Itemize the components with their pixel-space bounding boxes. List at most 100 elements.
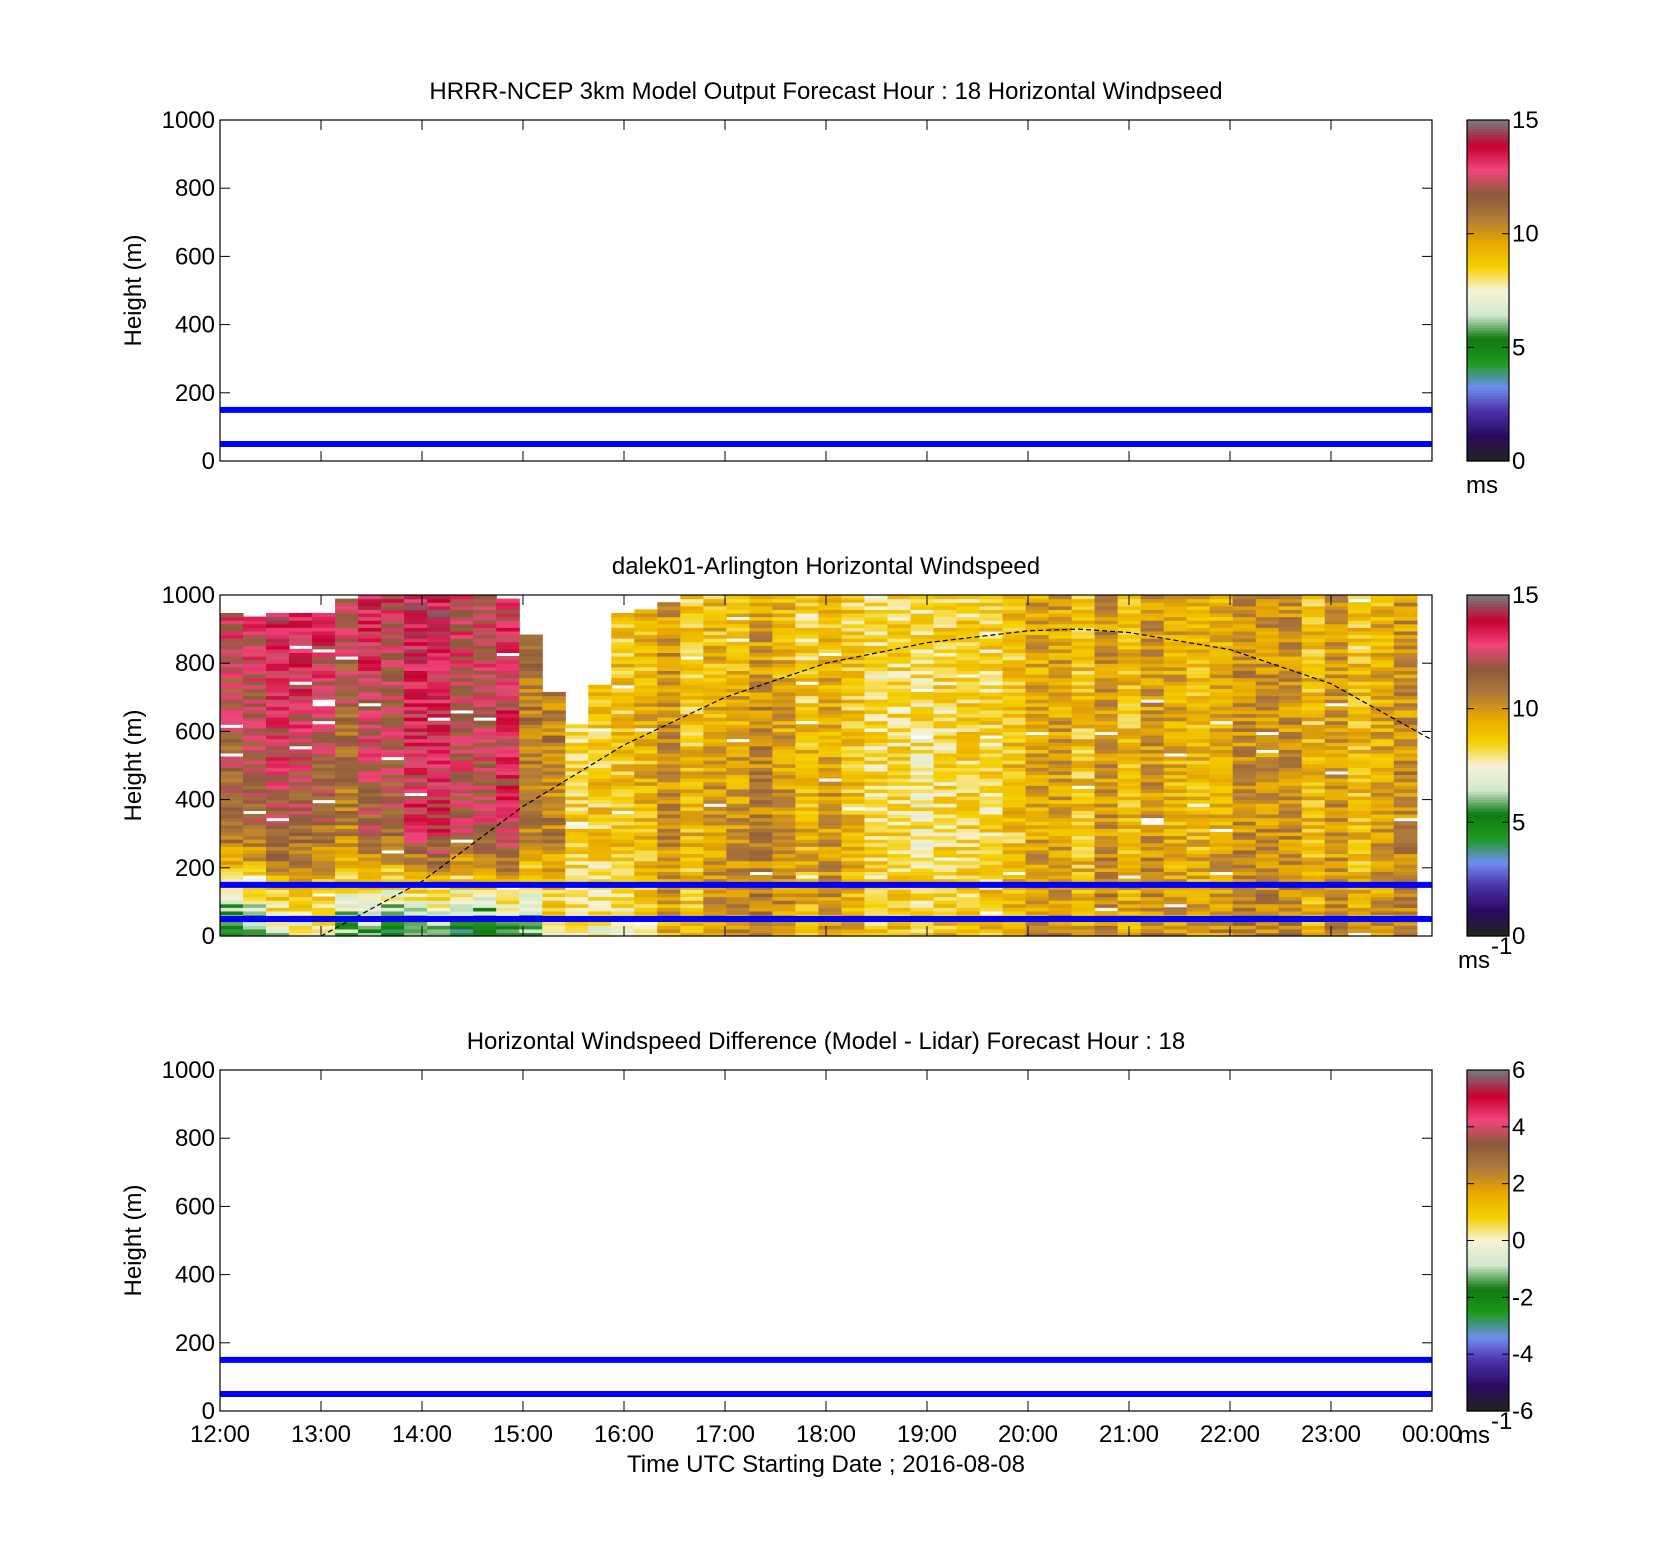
heatmap-cell [565,846,589,851]
heatmap-cell [1025,842,1050,847]
heatmap-cell [243,900,267,905]
heatmap-cell [1025,742,1050,747]
heatmap-cell [749,770,773,776]
heatmap-cell [657,774,681,779]
heatmap-cell [611,803,635,808]
heatmap-cell [289,907,313,912]
heatmap-cell [680,810,704,815]
heatmap-cell [542,774,566,779]
heatmap-cell [404,828,428,833]
heatmap-cell [381,867,405,872]
heatmap-cell [1002,612,1027,618]
heatmap-cell [887,774,912,779]
heatmap-cell [496,645,520,650]
heatmap-cell [266,925,290,930]
heatmap-cell [1071,752,1096,758]
heatmap-cell [841,907,866,912]
heatmap-cell [1094,612,1119,618]
heatmap-cell [1301,706,1326,711]
heatmap-cell [726,796,750,801]
colorbar-band [1467,145,1509,150]
heatmap-cell [795,623,820,628]
heatmap-cell [657,806,681,811]
heatmap-cell [335,813,359,819]
heatmap-cell [427,896,451,901]
heatmap-cell [933,666,958,671]
colorbar-band [1467,364,1509,368]
heatmap-cell [1140,656,1165,661]
heatmap-cell [1140,853,1165,858]
heatmap-cell [1255,846,1280,851]
heatmap-cell [289,727,313,732]
heatmap-cell [749,781,773,786]
heatmap-cell [1140,623,1165,628]
heatmap-cell [1025,810,1050,815]
heatmap-cell [1255,803,1280,808]
heatmap-cell [266,734,290,740]
heatmap-cell [1163,731,1188,736]
heatmap-cell [634,695,658,700]
heatmap-cell [542,717,566,722]
colorbar-band [1467,370,1509,374]
heatmap-cell [749,907,773,912]
heatmap-cell [795,670,820,675]
heatmap-cell [657,699,681,704]
heatmap-cell [1347,677,1372,682]
heatmap-cell [450,648,474,654]
heatmap-cell [496,932,520,937]
heatmap-cell [1347,724,1372,729]
heatmap-cell [473,620,497,625]
heatmap-cell [611,871,635,876]
heatmap-cell [289,738,313,743]
heatmap-cell [887,605,912,610]
heatmap-cell [1324,688,1349,693]
heatmap-cell [1048,835,1073,840]
colorbar-band [1467,407,1509,411]
heatmap-cell [1393,634,1418,639]
heatmap-cell [1370,821,1395,826]
heatmap-cell [427,828,451,833]
heatmap-cell [404,724,428,729]
heatmap-cell [565,799,589,804]
heatmap-cell [1071,900,1096,905]
heatmap-cell [910,900,935,905]
heatmap-cell [289,874,313,880]
heatmap-cell [910,630,935,636]
heatmap-cell [726,684,750,689]
heatmap-cell [1370,602,1395,607]
heatmap-cell [1232,634,1257,639]
heatmap-cell [358,623,382,628]
heatmap-cell [1186,695,1211,700]
heatmap-cell [818,871,843,876]
heatmap-cell [864,598,889,603]
heatmap-cell [358,889,382,894]
heatmap-cell [312,734,336,740]
heatmap-cell [864,706,889,711]
heatmap-cell [611,699,635,704]
heatmap-cell [1048,910,1073,916]
heatmap-cell [818,641,843,646]
heatmap-cell [772,656,797,661]
heatmap-cell [243,749,267,754]
heatmap-cell [1278,663,1303,668]
heatmap-cell [1232,871,1257,876]
heatmap-cell [1140,706,1165,711]
heatmap-cell [1393,810,1418,815]
heatmap-cell [1393,824,1418,829]
heatmap-cell [795,792,820,797]
heatmap-cell [312,792,336,797]
heatmap-cell [841,645,866,650]
heatmap-cell [243,634,267,639]
heatmap-cell [818,598,843,603]
heatmap-cell [450,688,474,693]
heatmap-cell [841,928,866,934]
heatmap-cell [726,910,750,916]
heatmap-cell [1094,595,1119,600]
heatmap-cell [818,688,843,693]
heatmap-cell [289,684,313,689]
heatmap-cell [841,727,866,732]
heatmap-cell [1025,663,1050,668]
heatmap-cell [910,742,935,747]
heatmap-cell [680,612,704,618]
